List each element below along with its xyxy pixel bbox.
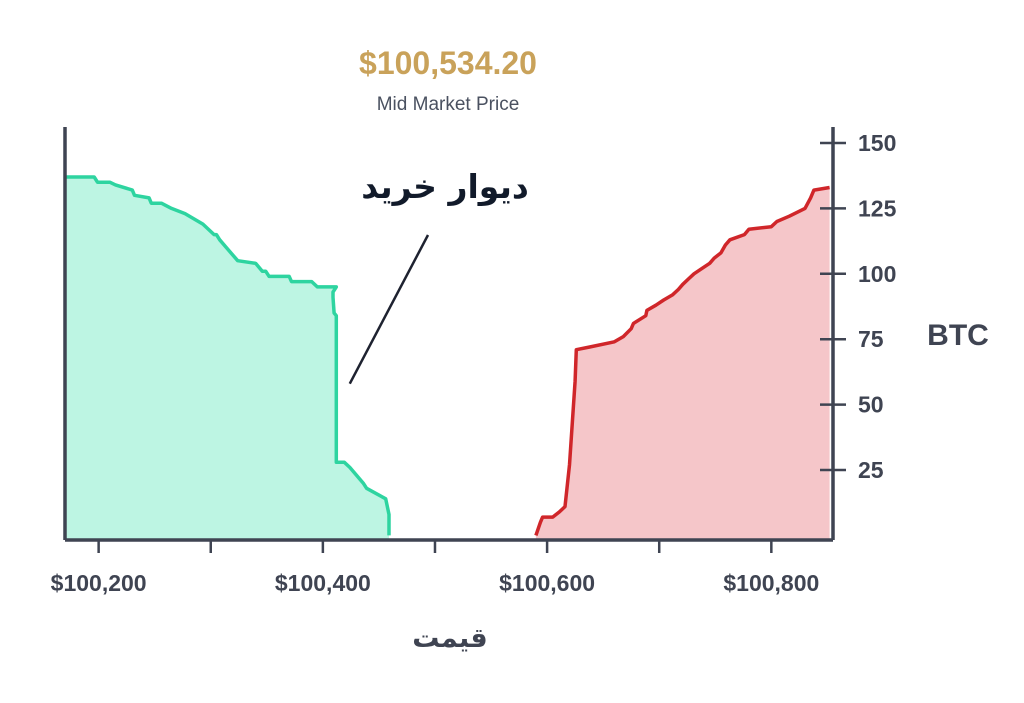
x-tick-label-100400: $100,400 [275, 570, 371, 596]
buy-wall-pointer-line [348, 234, 430, 385]
mid-market-price-value: $100,534.20 [359, 45, 537, 81]
ask-depth-line [534, 185, 830, 536]
y-tick-label-125: 125 [858, 195, 897, 221]
y-tick-label-25: 25 [858, 457, 884, 483]
mid-market-price-label: Mid Market Price [377, 94, 520, 115]
depth-areas [65, 175, 830, 540]
ask-area-fill [535, 187, 830, 540]
x-tick-label-100800: $100,800 [723, 570, 819, 596]
y-tick-label-50: 50 [858, 392, 884, 418]
bid-depth-line [65, 175, 391, 536]
chart-header: $100,534.20 Mid Market Price [359, 45, 537, 115]
y-tick-label-100: 100 [858, 261, 896, 287]
chart-axes: 25 50 75 100 125 150 $100,200 $100,400 $100,600 $… [51, 127, 897, 596]
bid-area-fill [65, 177, 389, 540]
buy-wall-annotation: دیوار خرید [361, 167, 529, 207]
x-tick-label-100600: $100,600 [499, 570, 595, 596]
y-tick-label-150: 150 [858, 130, 896, 156]
x-tick-label-100200: $100,200 [51, 570, 147, 596]
chart-labels: BTC قیمت دیوار خرید [361, 167, 989, 654]
y-axis-label: BTC [927, 319, 989, 352]
y-tick-label-75: 75 [858, 326, 884, 352]
x-axis-label: قیمت [412, 623, 487, 654]
